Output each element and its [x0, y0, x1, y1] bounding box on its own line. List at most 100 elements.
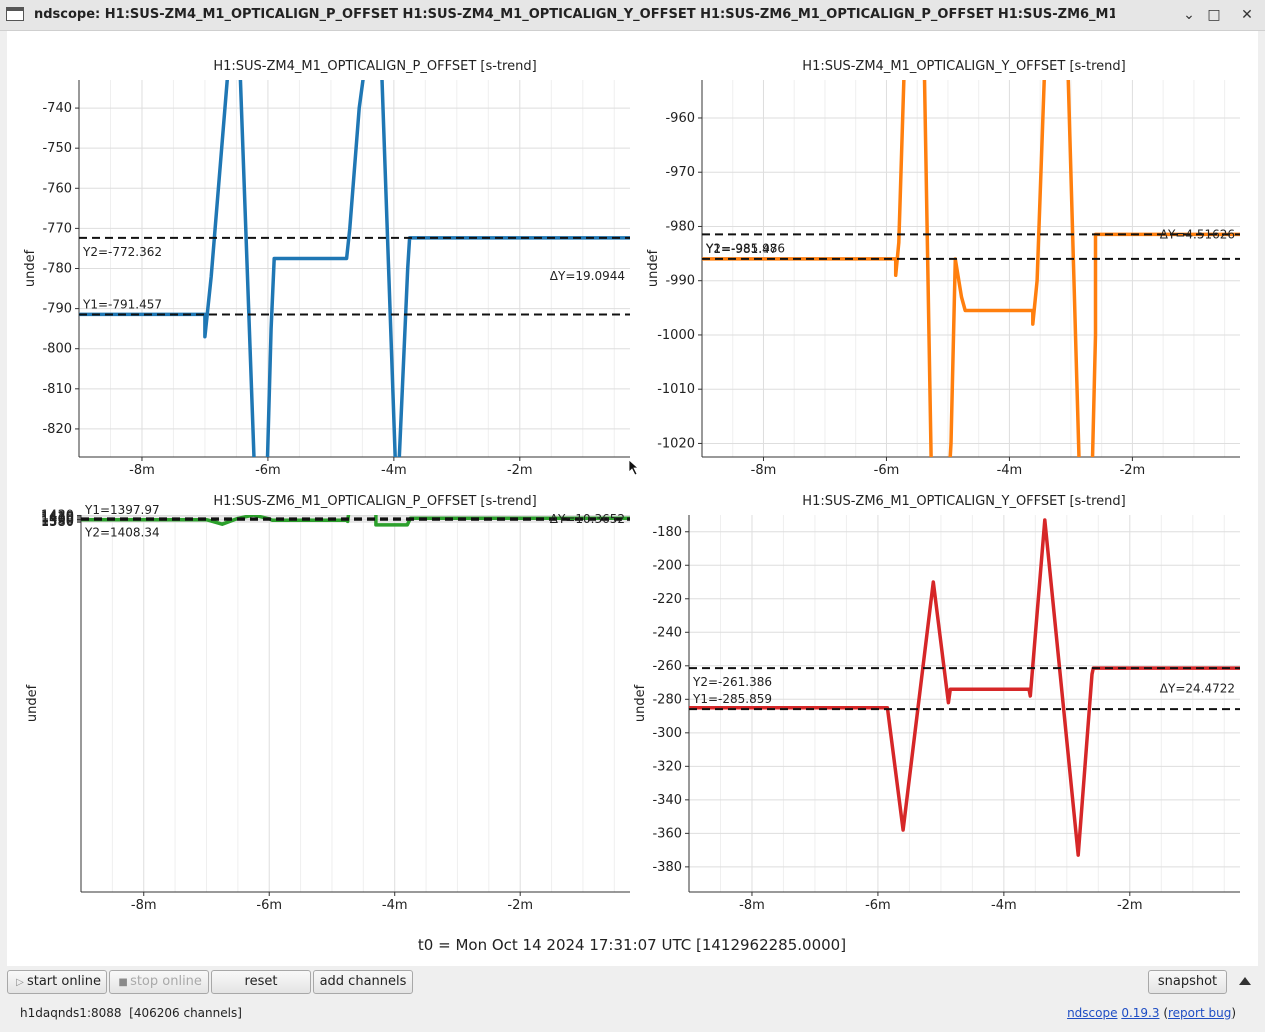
y-tick-label: -220 — [652, 592, 682, 607]
x-tick-label: -4m — [997, 463, 1023, 478]
cursor-delta-label: ΔY=19.0944 — [550, 269, 625, 283]
cursor-y2-label: Y2=-261.386 — [692, 675, 772, 689]
y-axis-label: undef — [633, 684, 648, 722]
y-tick-label: 1380 — [41, 515, 74, 530]
y-tick-label: -960 — [665, 111, 695, 126]
cursor-y1-label: Y1=-285.859 — [692, 692, 772, 706]
y-axis-label: undef — [25, 684, 40, 722]
y-tick-label: 1410 — [41, 511, 74, 526]
add-channels-button[interactable]: add channels — [313, 970, 413, 994]
minimize-button[interactable]: ⌄ — [1179, 5, 1199, 25]
y-tick-label: -200 — [652, 558, 682, 573]
y-tick-label: -770 — [42, 221, 72, 236]
title-bar: ndscope: H1:SUS-ZM4_M1_OPTICALIGN_P_OFFS… — [0, 0, 1265, 31]
y-tick-label: -740 — [42, 101, 72, 116]
t0-label: t0 = Mon Oct 14 2024 17:31:07 UTC [14129… — [418, 936, 846, 954]
plot-canvas: -740 -750 -760 -770 -780 -790 -800 -810 -820 -8m -… — [7, 31, 1258, 966]
plot-panel-2: -960 -970 -980 -990 -1000 -1010 -1020 -8m -6m -4m… — [646, 59, 1240, 478]
reset-button[interactable]: reset — [211, 970, 311, 994]
cursor-y2-label: Y2=-772.362 — [82, 245, 162, 259]
x-tick-label: -2m — [1120, 463, 1146, 478]
y-tick-label: -820 — [42, 422, 72, 437]
x-tick-label: -2m — [507, 898, 533, 913]
series-line — [689, 518, 1240, 857]
y-tick-label: -300 — [652, 726, 682, 741]
x-tick-label: -2m — [507, 463, 533, 478]
y-tick-label: 1390 — [41, 514, 74, 529]
close-button[interactable]: ✕ — [1237, 5, 1257, 25]
x-tick-label: -8m — [739, 898, 765, 913]
x-tick-label: -4m — [991, 898, 1017, 913]
play-icon: ▷ — [16, 977, 24, 988]
stop-online-label: stop online — [130, 974, 202, 989]
plot-title: H1:SUS-ZM6_M1_OPTICALIGN_Y_OFFSET [s-tre… — [802, 494, 1125, 509]
cursor-delta-label: ΔY=10.3652 — [550, 512, 625, 526]
x-tick-label: -2m — [1117, 898, 1143, 913]
y-tick-label: -980 — [665, 219, 695, 234]
series-line — [79, 80, 630, 457]
report-bug-link[interactable]: report bug — [1168, 1006, 1232, 1020]
y-tick-label: -1010 — [657, 382, 695, 397]
cursor-delta-label: ΔY=4.51626 — [1160, 228, 1235, 242]
cursor-y2-label: Y2=-985.986 — [705, 241, 785, 255]
y-tick-label: -990 — [665, 274, 695, 289]
server-address: h1daqnds1:8088 — [20, 1006, 122, 1020]
y-tick-label: 1400 — [41, 512, 74, 527]
plot-title: H1:SUS-ZM6_M1_OPTICALIGN_P_OFFSET [s-tre… — [213, 494, 536, 509]
y-tick-label: -380 — [652, 860, 682, 875]
plot-title: H1:SUS-ZM4_M1_OPTICALIGN_Y_OFFSET [s-tre… — [802, 59, 1125, 74]
plot-panel-4: -180 -200 -220 -240 -260 -280 -300 -320 -340 -360… — [633, 494, 1240, 913]
toolbar: ▷ start online ■ stop online reset add cha… — [0, 966, 1265, 998]
x-tick-label: -8m — [131, 898, 157, 913]
y-tick-label: -280 — [652, 692, 682, 707]
y-tick-label: -780 — [42, 262, 72, 277]
chevron-down-icon: ⌄ — [1183, 7, 1195, 23]
x-tick-label: -6m — [874, 463, 900, 478]
y-tick-label: -750 — [42, 141, 72, 156]
start-online-button[interactable]: ▷ start online — [7, 970, 107, 994]
window-icon[interactable] — [6, 7, 24, 21]
y-tick-label: -180 — [652, 525, 682, 540]
y-tick-label: -340 — [652, 793, 682, 808]
cursor-y1-label: Y1=1397.97 — [84, 503, 160, 517]
x-tick-label: -6m — [865, 898, 891, 913]
y-tick-label: 1430 — [41, 508, 74, 523]
y-axis-label: undef — [23, 249, 38, 287]
y-tick-label: -260 — [652, 659, 682, 674]
y-tick-label: -790 — [42, 302, 72, 317]
stop-online-button[interactable]: ■ stop online — [109, 970, 209, 994]
series-line — [81, 515, 630, 527]
y-tick-label: 1420 — [41, 510, 74, 525]
maximize-button[interactable]: □ — [1204, 5, 1224, 25]
cursor-y1-label: Y1=-981.47 — [705, 242, 777, 256]
x-tick-label: -6m — [256, 898, 282, 913]
start-online-label: start online — [26, 974, 102, 989]
plots-svg[interactable]: -740-750-760-770-780-790-800-810-820-8m -… — [7, 31, 1258, 966]
about-links: ndscope 0.19.3 (report bug) — [1067, 1006, 1236, 1020]
server-status: h1daqnds1:8088 [406206 channels] — [20, 1006, 242, 1020]
y-tick-label: -240 — [652, 625, 682, 640]
close-icon: ✕ — [1241, 7, 1253, 23]
cursor-y2-label: Y2=1408.34 — [84, 525, 160, 539]
stop-icon: ■ — [118, 977, 128, 988]
plot-panel-1: -740 -750 -760 -770 -780 -790 -800 -810 -820 -8m -… — [23, 59, 630, 478]
square-icon: □ — [1207, 7, 1221, 23]
status-bar: h1daqnds1:8088 [406206 channels] ndscope… — [0, 998, 1265, 1032]
channel-count: [406206 channels] — [129, 1006, 242, 1020]
series-line — [702, 80, 1240, 457]
x-tick-label: -4m — [381, 463, 407, 478]
version-link[interactable]: 0.19.3 — [1121, 1006, 1160, 1020]
cursor-y1-label: Y1=-791.457 — [82, 297, 162, 311]
ndscope-link[interactable]: ndscope — [1067, 1006, 1118, 1020]
chevron-up-icon[interactable] — [1239, 977, 1251, 985]
y-tick-label: -320 — [652, 759, 682, 774]
y-tick-label: -800 — [42, 342, 72, 357]
y-tick-label: -1020 — [657, 436, 695, 451]
plot-title: H1:SUS-ZM4_M1_OPTICALIGN_P_OFFSET [s-tre… — [213, 59, 536, 74]
snapshot-button[interactable]: snapshot — [1148, 970, 1227, 994]
y-tick-label: -760 — [42, 181, 72, 196]
y-axis-label: undef — [646, 249, 661, 287]
y-tick-label: -1000 — [657, 328, 695, 343]
y-tick-label: -360 — [652, 826, 682, 841]
